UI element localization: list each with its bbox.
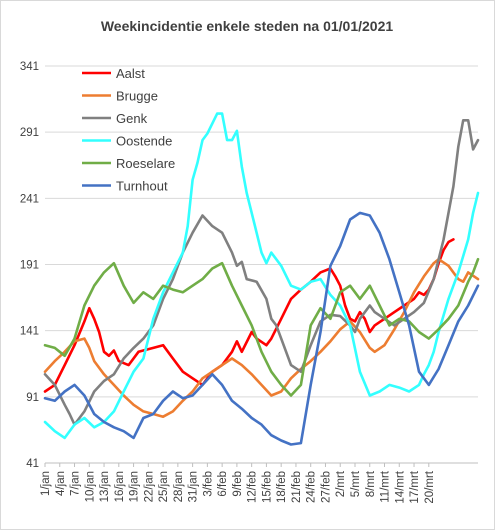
series-line-roeselare bbox=[43, 257, 480, 397]
x-tick-label: 28/jan bbox=[173, 471, 185, 502]
x-tick-label: 6/feb bbox=[217, 471, 229, 497]
x-tick-label: 10/jan bbox=[84, 471, 96, 502]
x-tick-label: 22/jan bbox=[143, 471, 155, 502]
x-tick-label: 4/jan bbox=[55, 471, 67, 496]
y-tick-label: 291 bbox=[20, 127, 39, 139]
y-tick-label: 341 bbox=[20, 61, 39, 73]
x-tick-label: 25/jan bbox=[158, 471, 170, 502]
y-tick-label: 41 bbox=[26, 458, 39, 470]
x-tick-label: 21/feb bbox=[291, 471, 303, 503]
x-tick-label: 3/feb bbox=[202, 471, 214, 497]
x-tick-label: 13/jan bbox=[99, 471, 111, 502]
x-tick-label: 27/feb bbox=[320, 471, 332, 503]
legend-label-roeselare: Roeselare bbox=[116, 156, 175, 171]
series-line-brugge bbox=[43, 257, 480, 419]
x-tick-label: 24/feb bbox=[306, 471, 318, 503]
x-tick-label: 19/jan bbox=[129, 471, 141, 502]
x-tick-label: 2/mrt bbox=[335, 470, 347, 497]
legend-label-oostende: Oostende bbox=[116, 134, 172, 149]
series-line-turnhout bbox=[43, 211, 480, 446]
x-axis: 1/jan 4/jan 7/jan 10/jan 13/jan 16/jan 19/jan 2… bbox=[40, 462, 478, 504]
legend: Aalst Brugge Genk Oostende Roeselare Turnhout bbox=[82, 66, 175, 194]
series-line-oostende bbox=[43, 112, 480, 440]
legend-label-brugge: Brugge bbox=[116, 89, 158, 104]
x-tick-label: 12/feb bbox=[247, 471, 259, 503]
x-tick-label: 7/jan bbox=[70, 471, 82, 496]
x-tick-label: 20/mrt bbox=[424, 470, 436, 503]
x-tick-label: 17/mrt bbox=[409, 470, 421, 503]
x-tick-label: 8/mrt bbox=[365, 470, 377, 497]
x-tick-label: 5/mrt bbox=[350, 470, 362, 497]
y-tick-label: 191 bbox=[20, 260, 39, 272]
chart-title: Weekincidentie enkele steden na 01/01/20… bbox=[101, 18, 394, 34]
y-tick-label: 241 bbox=[20, 193, 39, 205]
y-axis: 41 91 141 191 241 291 341 bbox=[20, 61, 39, 470]
x-tick-label: 18/feb bbox=[276, 471, 288, 503]
x-tick-label: 16/jan bbox=[114, 471, 126, 502]
x-tick-label: 9/feb bbox=[232, 471, 244, 497]
y-tick-label: 91 bbox=[26, 392, 39, 404]
legend-label-genk: Genk bbox=[116, 111, 148, 126]
series-lines bbox=[43, 112, 480, 446]
x-tick-label: 31/jan bbox=[188, 471, 200, 502]
y-tick-label: 141 bbox=[20, 326, 39, 338]
x-tick-label: 11/mrt bbox=[380, 470, 392, 503]
x-tick-label: 1/jan bbox=[40, 471, 52, 496]
series-line-genk bbox=[43, 119, 480, 426]
x-tick-label: 14/mrt bbox=[394, 470, 406, 503]
legend-label-turnhout: Turnhout bbox=[116, 179, 168, 194]
x-tick-label: 15/feb bbox=[261, 471, 273, 503]
legend-label-aalst: Aalst bbox=[116, 66, 145, 81]
